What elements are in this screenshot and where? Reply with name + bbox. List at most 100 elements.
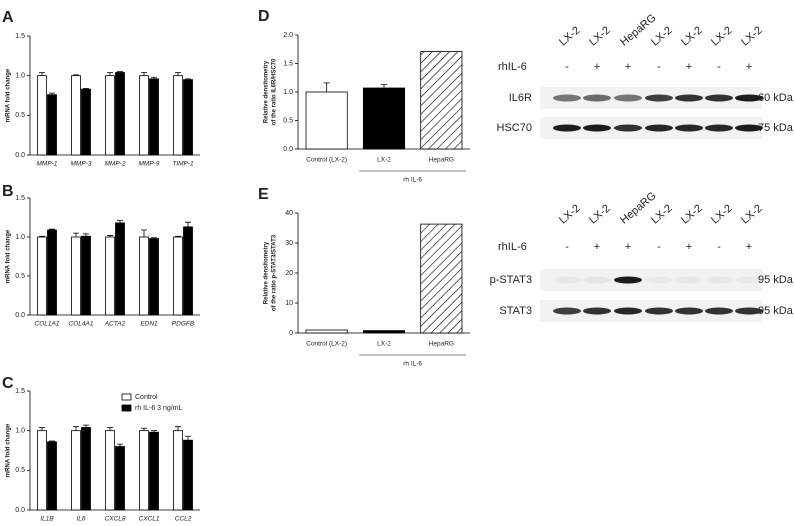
y-tick-label: 0.0 (283, 146, 293, 153)
blot-band (735, 94, 763, 102)
size-label: 95 kDa (758, 305, 794, 317)
x-tick-label: LX-2 (377, 341, 391, 348)
lane-label: LX-2 (587, 24, 613, 48)
blot-band (675, 307, 703, 315)
treatment-sign: + (594, 61, 600, 73)
treatment-sign: - (657, 61, 661, 73)
blot-background (540, 269, 762, 291)
treatment-sign: + (686, 241, 692, 253)
bar (81, 427, 91, 511)
bar (71, 75, 81, 156)
error-bar (141, 229, 147, 237)
error-bar (117, 220, 123, 223)
treatment-sign: - (565, 241, 569, 253)
x-tick-label: COL4A1 (69, 321, 94, 328)
bar (115, 222, 125, 316)
protein-label: p-STAT3 (490, 274, 532, 286)
lane-label: LX-2 (557, 24, 583, 48)
bar (173, 75, 183, 156)
legend-label: Control (135, 394, 158, 401)
x-tick-label: HepaRG (429, 157, 454, 164)
lane-label: LX-2 (649, 24, 675, 48)
lane-label: LX-2 (557, 202, 583, 226)
bar (149, 238, 159, 316)
treatment-sign: - (565, 61, 569, 73)
bar (305, 329, 348, 334)
y-tick-label: 0.5 (283, 117, 293, 124)
y-axis-label: Relative densitometry (264, 60, 270, 123)
blot-band (583, 94, 611, 102)
blot-band (553, 94, 581, 102)
bar (139, 75, 149, 156)
blot-band (614, 307, 642, 315)
y-axis-label: mRNA fold change (6, 68, 12, 122)
bar (362, 87, 406, 150)
y-tick-label: 1.0 (15, 73, 25, 80)
treatment-sign: + (594, 241, 600, 253)
bar (37, 75, 47, 156)
lane-label: LX-2 (739, 202, 765, 226)
x-tick-label: CXCL8 (105, 516, 126, 523)
bar (305, 91, 348, 150)
blot-band (583, 124, 611, 132)
y-tick-label: 0.0 (15, 312, 25, 319)
blot-band (553, 307, 581, 315)
treatment-sign: - (657, 241, 661, 253)
treatment-sign: + (625, 61, 631, 73)
blot-band (553, 124, 581, 132)
group-label: rh IL-6 (403, 177, 422, 184)
y-axis-label: of the ratio IL6R/HSC70 (272, 58, 278, 125)
x-tick-label: Control (LX-2) (306, 157, 347, 164)
blot-band (553, 276, 581, 284)
error-bar (175, 426, 181, 431)
lane-label: LX-2 (679, 202, 705, 226)
blot-band (583, 307, 611, 315)
legend-label: rh IL-6 3 ng/mL (135, 405, 183, 412)
error-bar (151, 76, 157, 79)
x-tick-label: LX-2 (377, 157, 391, 164)
y-tick-label: 10 (285, 300, 293, 307)
y-tick-label: 0.5 (15, 273, 25, 280)
x-tick-label: COL1A1 (35, 321, 60, 328)
bar (420, 223, 463, 334)
panel-label: D (258, 8, 270, 25)
blot-band (583, 276, 611, 284)
error-bar (49, 228, 55, 230)
y-tick-label: 0.5 (15, 112, 25, 119)
lane-label: LX-2 (709, 202, 735, 226)
blot-band (705, 307, 733, 315)
y-tick-label: 1.5 (15, 33, 25, 40)
error-bar (83, 87, 89, 90)
bar (183, 439, 193, 511)
blot-band (645, 124, 673, 132)
error-bar (73, 232, 79, 237)
size-label: 60 kDa (758, 92, 794, 104)
blot-band (735, 124, 763, 132)
y-tick-label: 20 (285, 270, 293, 277)
bar (81, 88, 91, 156)
bar (47, 94, 57, 156)
x-tick-label: Control (LX-2) (306, 341, 347, 348)
bar (183, 79, 193, 156)
blot-band (675, 276, 703, 284)
y-axis-label: Relative densitometry (264, 241, 270, 304)
y-tick-label: 0 (289, 330, 293, 337)
bar (47, 229, 57, 316)
treatment-sign: + (686, 61, 692, 73)
treatment-sign: + (746, 241, 752, 253)
protein-label: STAT3 (499, 305, 532, 317)
treatment-label: rhIL-6 (498, 241, 527, 253)
bar (71, 430, 81, 511)
lane-label: LX-2 (739, 24, 765, 48)
blot-band (705, 276, 733, 284)
treatment-sign: + (746, 61, 752, 73)
y-axis-label: mRNA fold change (6, 229, 12, 283)
blot-band (675, 94, 703, 102)
bar (37, 236, 47, 316)
x-tick-label: MMP-9 (139, 161, 160, 168)
x-tick-label: MMP-3 (71, 161, 92, 168)
error-bar (73, 426, 79, 431)
y-tick-label: 0.0 (15, 152, 25, 159)
bar (362, 330, 406, 334)
